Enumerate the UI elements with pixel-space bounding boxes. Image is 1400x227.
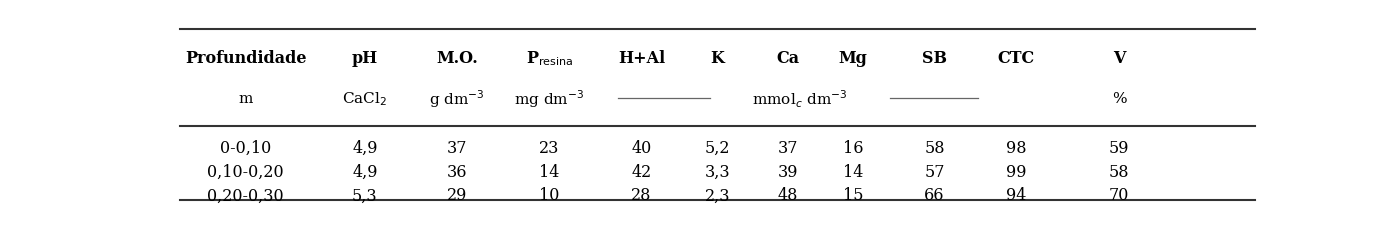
Text: P$_{{\rm resina}}$: P$_{{\rm resina}}$ xyxy=(525,49,573,68)
Text: 42: 42 xyxy=(631,163,651,180)
Text: 94: 94 xyxy=(1005,187,1026,203)
Text: 2,3: 2,3 xyxy=(704,187,731,203)
Text: SB: SB xyxy=(923,50,946,67)
Text: 98: 98 xyxy=(1005,139,1026,156)
Text: m: m xyxy=(238,92,253,106)
Text: 99: 99 xyxy=(1005,163,1026,180)
Text: 40: 40 xyxy=(631,139,651,156)
Text: %: % xyxy=(1112,92,1126,106)
Text: 10: 10 xyxy=(539,187,560,203)
Text: H+Al: H+Al xyxy=(617,50,665,67)
Text: 23: 23 xyxy=(539,139,560,156)
Text: mmol$_c$ dm$^{-3}$: mmol$_c$ dm$^{-3}$ xyxy=(752,88,848,110)
Text: 28: 28 xyxy=(631,187,652,203)
Text: 39: 39 xyxy=(778,163,798,180)
Text: 4,9: 4,9 xyxy=(353,163,378,180)
Text: 57: 57 xyxy=(924,163,945,180)
Text: 15: 15 xyxy=(843,187,864,203)
Text: 58: 58 xyxy=(924,139,945,156)
Text: 66: 66 xyxy=(924,187,945,203)
Text: 0-0,10: 0-0,10 xyxy=(220,139,272,156)
Text: pH: pH xyxy=(351,50,378,67)
Text: 48: 48 xyxy=(778,187,798,203)
Text: 3,3: 3,3 xyxy=(704,163,731,180)
Text: Ca: Ca xyxy=(777,50,799,67)
Text: Mg: Mg xyxy=(839,50,868,67)
Text: 29: 29 xyxy=(447,187,468,203)
Text: M.O.: M.O. xyxy=(437,50,477,67)
Text: 14: 14 xyxy=(843,163,864,180)
Text: Profundidade: Profundidade xyxy=(185,50,307,67)
Text: V: V xyxy=(1113,50,1126,67)
Text: 5,3: 5,3 xyxy=(351,187,378,203)
Text: 70: 70 xyxy=(1109,187,1130,203)
Text: 14: 14 xyxy=(539,163,560,180)
Text: 36: 36 xyxy=(447,163,468,180)
Text: CTC: CTC xyxy=(997,50,1035,67)
Text: K: K xyxy=(711,50,724,67)
Text: 37: 37 xyxy=(778,139,798,156)
Text: 58: 58 xyxy=(1109,163,1130,180)
Text: 16: 16 xyxy=(843,139,864,156)
Text: 5,2: 5,2 xyxy=(704,139,731,156)
Text: 0,10-0,20: 0,10-0,20 xyxy=(207,163,284,180)
Text: 0,20-0,30: 0,20-0,30 xyxy=(207,187,284,203)
Text: CaCl$_2$: CaCl$_2$ xyxy=(343,90,388,108)
Text: g dm$^{-3}$: g dm$^{-3}$ xyxy=(430,88,484,110)
Text: mg dm$^{-3}$: mg dm$^{-3}$ xyxy=(514,88,584,110)
Text: 59: 59 xyxy=(1109,139,1130,156)
Text: 4,9: 4,9 xyxy=(353,139,378,156)
Text: 37: 37 xyxy=(447,139,468,156)
